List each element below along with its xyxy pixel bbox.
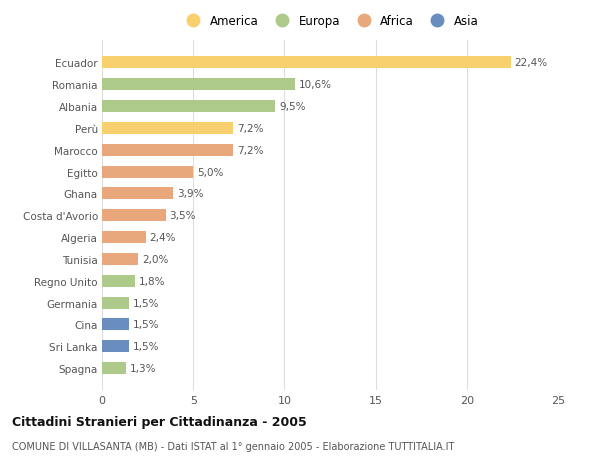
Text: 3,9%: 3,9%	[177, 189, 203, 199]
Text: 9,5%: 9,5%	[279, 102, 305, 112]
Bar	[102, 253, 139, 265]
Bar	[102, 275, 135, 287]
Text: 2,4%: 2,4%	[149, 233, 176, 242]
Text: 1,5%: 1,5%	[133, 298, 160, 308]
Text: 1,8%: 1,8%	[139, 276, 165, 286]
Bar	[102, 210, 166, 222]
Bar	[102, 188, 173, 200]
Bar	[102, 297, 130, 309]
Text: 3,5%: 3,5%	[169, 211, 196, 221]
Text: 2,0%: 2,0%	[142, 254, 169, 264]
Text: 10,6%: 10,6%	[299, 80, 332, 90]
Text: 5,0%: 5,0%	[197, 167, 223, 177]
Bar	[102, 144, 233, 157]
Text: 1,3%: 1,3%	[130, 364, 156, 373]
Bar	[102, 231, 146, 244]
Text: 1,5%: 1,5%	[133, 320, 160, 330]
Text: COMUNE DI VILLASANTA (MB) - Dati ISTAT al 1° gennaio 2005 - Elaborazione TUTTITA: COMUNE DI VILLASANTA (MB) - Dati ISTAT a…	[12, 441, 454, 451]
Legend: America, Europa, Africa, Asia: America, Europa, Africa, Asia	[179, 12, 481, 30]
Text: 22,4%: 22,4%	[514, 58, 547, 68]
Text: Cittadini Stranieri per Cittadinanza - 2005: Cittadini Stranieri per Cittadinanza - 2…	[12, 415, 307, 428]
Text: 1,5%: 1,5%	[133, 341, 160, 352]
Bar	[102, 101, 275, 113]
Bar	[102, 123, 233, 134]
Text: 7,2%: 7,2%	[237, 123, 263, 134]
Bar	[102, 341, 130, 353]
Bar	[102, 57, 511, 69]
Bar	[102, 362, 126, 374]
Bar	[102, 319, 130, 330]
Bar	[102, 79, 295, 91]
Text: 7,2%: 7,2%	[237, 146, 263, 155]
Bar	[102, 166, 193, 178]
